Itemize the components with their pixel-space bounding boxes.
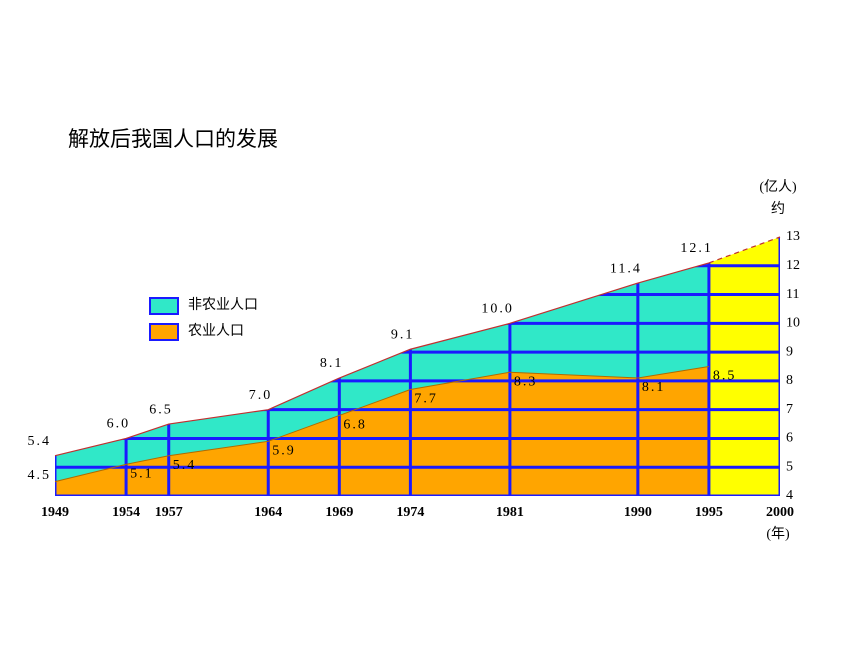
legend-swatch bbox=[149, 323, 179, 341]
y-tick-label: 7 bbox=[786, 402, 793, 417]
x-tick-label: 1957 bbox=[155, 505, 183, 520]
x-axis-label: (年) bbox=[766, 526, 790, 542]
legend-label: 农业人口 bbox=[188, 323, 244, 339]
value-label: 7.7 bbox=[414, 392, 438, 407]
value-label: 5.1 bbox=[130, 467, 154, 482]
value-label: 5.4 bbox=[173, 458, 197, 473]
x-tick-label: 1969 bbox=[325, 505, 353, 520]
y-tick-label: 10 bbox=[786, 316, 800, 331]
x-tick-label: 1995 bbox=[695, 505, 723, 520]
y-tick-label: 13 bbox=[786, 229, 800, 244]
y-axis-label: (亿人) bbox=[759, 179, 797, 195]
legend-swatch bbox=[149, 297, 179, 315]
chart-title: 解放后我国人口的发展 bbox=[68, 127, 278, 151]
projection-area bbox=[708, 237, 780, 496]
projection-line bbox=[708, 236, 781, 264]
area bbox=[55, 366, 709, 496]
x-tick-label: 2000 bbox=[766, 505, 794, 520]
value-label: 4.5 bbox=[28, 468, 52, 483]
value-label: 9.1 bbox=[391, 327, 415, 342]
x-tick-label: 1981 bbox=[496, 505, 524, 520]
y-tick-label: 12 bbox=[786, 258, 800, 273]
value-label: 7.0 bbox=[249, 388, 273, 403]
line bbox=[54, 262, 710, 457]
line bbox=[54, 366, 710, 483]
y-axis-note: 约 bbox=[771, 201, 785, 217]
value-label: 8.1 bbox=[642, 380, 666, 395]
x-tick-label: 1964 bbox=[254, 505, 282, 520]
y-tick-label: 6 bbox=[786, 431, 793, 446]
y-tick-label: 9 bbox=[786, 344, 793, 359]
value-label: 12.1 bbox=[680, 241, 713, 256]
value-label: 6.5 bbox=[149, 402, 173, 417]
value-label: 8.3 bbox=[514, 374, 538, 389]
x-tick-label: 1974 bbox=[396, 505, 424, 520]
value-label: 8.1 bbox=[320, 356, 344, 371]
value-label: 5.9 bbox=[272, 444, 296, 459]
legend-label: 非农业人口 bbox=[188, 297, 258, 313]
y-tick-label: 4 bbox=[786, 488, 793, 503]
value-label: 6.0 bbox=[107, 417, 131, 432]
x-tick-label: 1954 bbox=[112, 505, 140, 520]
value-label: 5.4 bbox=[28, 434, 52, 449]
value-label: 10.0 bbox=[481, 302, 514, 317]
x-tick-label: 1990 bbox=[624, 505, 652, 520]
y-tick-label: 8 bbox=[786, 373, 793, 388]
value-label: 8.5 bbox=[713, 369, 737, 384]
value-label: 11.4 bbox=[610, 261, 642, 276]
y-tick-label: 5 bbox=[786, 459, 793, 474]
y-tick-label: 11 bbox=[786, 287, 799, 302]
value-label: 6.8 bbox=[343, 418, 367, 433]
x-tick-label: 1949 bbox=[41, 505, 69, 520]
